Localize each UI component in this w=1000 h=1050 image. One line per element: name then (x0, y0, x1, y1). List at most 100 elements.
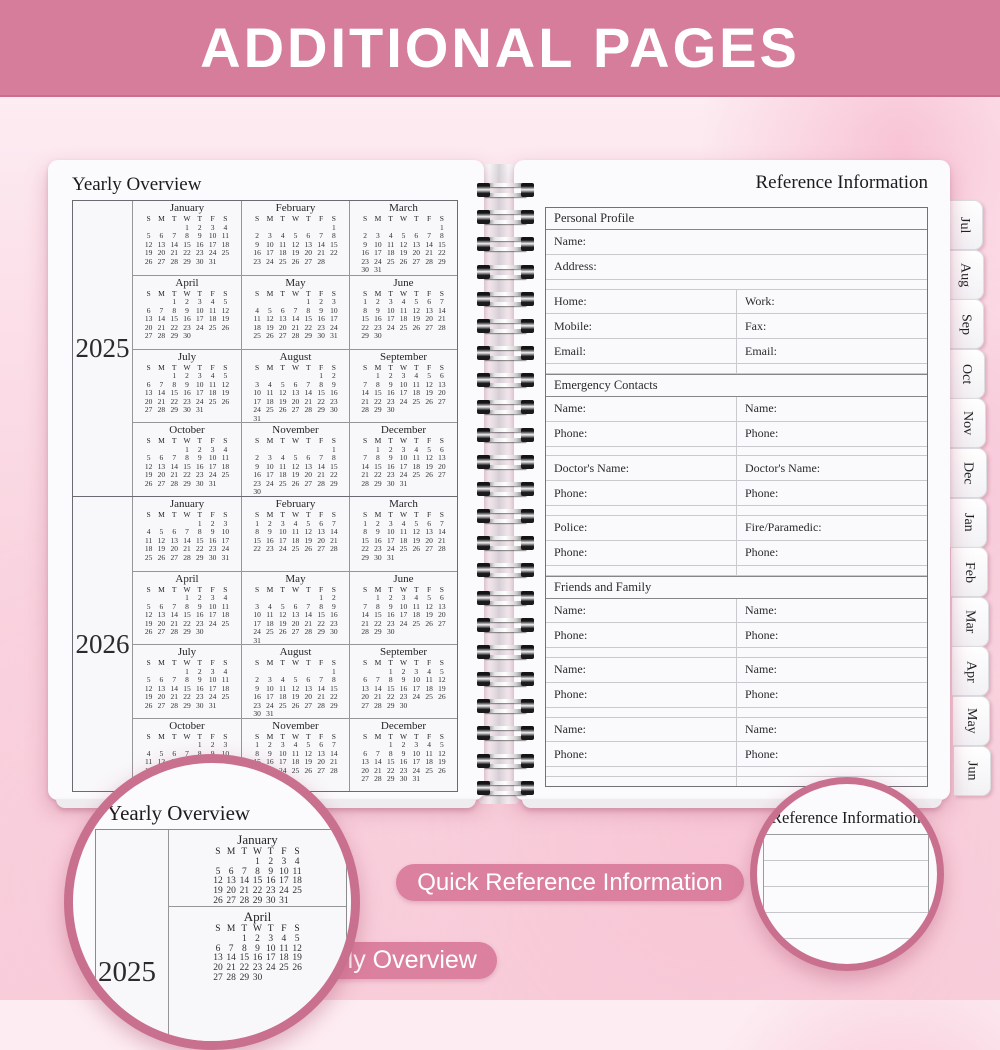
calendar-day: 13 (157, 683, 166, 693)
calendar-day: 28 (157, 331, 166, 341)
calendar-day: 26 (221, 396, 230, 406)
year-block: 2026 January S M T W T F S 1 2 3 4 5 6 7 8 9 10 11 12 13 14 15 1… (73, 496, 457, 791)
calendar-day: 25 (221, 618, 230, 628)
calendar-day: 26 (425, 618, 433, 628)
calendar-day: 7 (293, 305, 298, 315)
calendar-day: 12 (292, 943, 302, 954)
calendar-day: 20 (425, 535, 433, 545)
coil-end (521, 427, 534, 442)
calendar-day: 11 (291, 748, 300, 758)
calendar-day: 2 (268, 856, 274, 867)
calendar-day: 10 (266, 461, 274, 471)
day-of-week-header: M (374, 436, 382, 446)
calendar-day: 8 (363, 527, 367, 536)
form-field-label (546, 446, 737, 456)
calendar-day: 11 (221, 675, 229, 684)
calendar-day: 8 (363, 305, 367, 315)
calendar-day: 3 (280, 518, 285, 528)
calendar-day: 30 (399, 774, 408, 783)
calendar-month: January S M T W T F S 1 2 3 4 5 6 7 8 9 10 11 12 13 14 15 16 17 1… (169, 830, 346, 906)
calendar-day: 22 (330, 692, 338, 701)
calendar-day: 19 (291, 470, 300, 480)
calendar-day: 3 (268, 453, 272, 463)
day-of-week-header: M (158, 731, 165, 741)
calendar-day: 8 (376, 453, 380, 463)
day-of-week-header: T (388, 214, 393, 223)
tab-sep: Sep (947, 299, 985, 350)
calendar-day: 3 (401, 593, 406, 602)
calendar-day: 12 (304, 527, 313, 536)
day-of-week-header: S (255, 584, 260, 594)
day-of-week-header: S (223, 658, 228, 667)
calendar-month: April S M T W T F S 1 2 3 4 5 6 7 8 9 10 11 12 13 14 15 16 17 18 1… (169, 906, 346, 1041)
calendar-day: 22 (304, 322, 313, 332)
calendar-day: 11 (208, 379, 217, 389)
quick-reference-pill-label: Quick Reference Information (417, 868, 723, 896)
calendar-day: 12 (399, 239, 408, 249)
tab-label: Aug (957, 262, 973, 287)
calendar-day: 7 (185, 527, 189, 536)
calendar-day: 19 (425, 610, 433, 619)
calendar-day: 25 (412, 470, 421, 480)
calendar-day: 12 (412, 305, 421, 315)
calendar-day: 28 (304, 405, 313, 414)
calendar-day: 23 (253, 478, 261, 488)
coil-end (521, 536, 534, 551)
calendar-day: 13 (144, 314, 153, 324)
calendar-day: 30 (208, 552, 217, 562)
day-of-week-header: F (210, 288, 215, 298)
calendar-day: 10 (386, 527, 395, 536)
calendar-day: 28 (170, 478, 178, 488)
spiral-coil (477, 291, 534, 306)
day-of-week-header: F (319, 362, 324, 372)
calendar-day: 2 (197, 222, 202, 232)
day-of-week-header: T (305, 658, 311, 667)
calendar-day: 9 (376, 527, 380, 536)
calendar-day: 16 (196, 239, 204, 249)
coil-end (521, 237, 534, 252)
calendar-day: 20 (157, 692, 166, 701)
coil-end (477, 509, 490, 524)
calendar-day: 6 (280, 305, 285, 315)
calendar-day: 26 (266, 331, 274, 341)
coil-wire (484, 274, 527, 279)
calendar-day: 6 (306, 231, 311, 240)
calendar-day: 21 (374, 692, 382, 701)
calendar-day: 2 (332, 371, 336, 380)
calendar-day: 15 (374, 610, 382, 619)
calendar-day: 15 (170, 314, 178, 324)
day-of-week-header: F (319, 584, 324, 594)
calendar-day: 24 (196, 322, 204, 332)
calendar-day: 12 (412, 527, 421, 536)
day-of-week-header: S (363, 214, 368, 223)
calendar-day: 19 (144, 470, 153, 480)
calendar-day: 6 (306, 675, 311, 684)
calendar-day: 24 (266, 478, 274, 488)
calendar-day: 12 (291, 683, 300, 693)
calendar-day: 25 (279, 963, 289, 974)
calendar-day: 7 (363, 453, 367, 463)
coil-end (477, 264, 490, 279)
form-field-label (546, 648, 737, 658)
form-field-label (546, 777, 737, 786)
calendar-day: 27 (144, 405, 153, 414)
day-of-week-header: M (266, 362, 274, 372)
calendar-day: 5 (146, 231, 151, 240)
day-of-week-header: T (388, 436, 393, 446)
calendar-day: 25 (399, 322, 408, 332)
calendar-day: 14 (361, 610, 369, 619)
calendar-day: 18 (221, 239, 230, 249)
calendar-day: 21 (330, 535, 338, 545)
day-of-week-header: S (363, 436, 368, 446)
calendar-day: 2 (388, 444, 393, 454)
calendar-day: 26 (412, 544, 421, 553)
calendar-day: 15 (330, 239, 338, 249)
calendar-month: June S M T W T F S 1 2 3 4 5 6 7 8 9 10 11 12 13 14 15 16 17 18 19… (349, 570, 457, 644)
day-of-week-header: M (226, 847, 236, 857)
form-section-header: Personal Profile (546, 208, 927, 230)
day-of-week-header: M (374, 731, 382, 741)
coil-end (521, 454, 534, 469)
calendar-day: 15 (196, 535, 204, 545)
